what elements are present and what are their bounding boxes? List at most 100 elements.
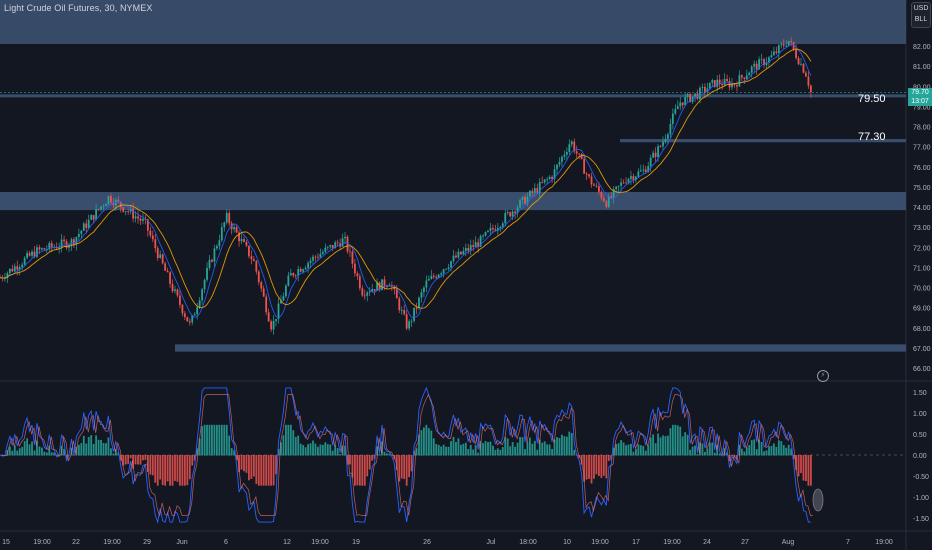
candle-body xyxy=(383,279,386,287)
candle-body xyxy=(142,218,144,221)
osc-bar xyxy=(634,448,637,456)
osc-highlight xyxy=(812,488,824,512)
osc-bar xyxy=(65,455,68,459)
osc-bar xyxy=(179,455,181,486)
candle-body xyxy=(649,157,652,167)
osc-bar xyxy=(787,444,790,456)
osc-bar xyxy=(250,455,253,479)
candle-body xyxy=(669,123,672,135)
candle-body xyxy=(284,285,287,297)
candle-body xyxy=(420,292,423,298)
candle-body xyxy=(462,251,465,255)
osc-bar xyxy=(307,444,309,456)
osc-bar xyxy=(171,455,174,486)
lightning-icon[interactable]: ⚡ xyxy=(817,370,829,382)
osc-bar xyxy=(482,443,484,456)
candle-body xyxy=(699,87,701,99)
candle-body xyxy=(164,263,167,271)
candle-body xyxy=(543,179,546,183)
osc-bar xyxy=(97,439,100,456)
candle-body xyxy=(393,286,396,290)
osc-bar xyxy=(344,445,346,456)
candle-body xyxy=(386,286,388,287)
osc-bar xyxy=(718,453,721,456)
osc-bar xyxy=(598,455,600,476)
candle-body xyxy=(280,300,282,304)
candle-body xyxy=(70,239,73,246)
osc-bar xyxy=(745,447,748,456)
candle-body xyxy=(400,310,403,311)
osc-bar xyxy=(427,428,430,456)
candle-body xyxy=(689,94,692,102)
candle-body xyxy=(235,227,238,233)
osc-bar xyxy=(149,455,152,475)
candle-body xyxy=(201,289,204,301)
osc-bar xyxy=(642,445,645,456)
candle-body xyxy=(154,239,157,249)
osc-bar xyxy=(117,452,120,456)
sr-zone-4 xyxy=(0,191,906,211)
candle-body xyxy=(442,269,445,274)
candle-body xyxy=(418,297,420,309)
candle-body xyxy=(97,209,100,210)
osc-bar xyxy=(731,455,733,457)
osc-bar xyxy=(797,455,800,477)
osc-tick-0: 1.50 xyxy=(913,390,927,397)
symbol-title[interactable]: Light Crude Oil Futures, 30, NYMEX xyxy=(4,3,153,13)
osc-bar xyxy=(662,435,664,456)
osc-bar xyxy=(326,444,329,456)
osc-bar xyxy=(206,424,208,456)
osc-bar xyxy=(711,442,714,456)
osc-bar xyxy=(570,433,573,456)
osc-bar xyxy=(262,455,265,486)
osc-bar xyxy=(533,440,536,456)
time-tick-14: 19:00 xyxy=(591,539,609,546)
osc-bar xyxy=(110,448,112,456)
osc-bar xyxy=(556,437,558,456)
candle-body xyxy=(509,212,512,217)
osc-bar xyxy=(223,424,226,456)
candle-body xyxy=(211,259,213,262)
candle-body xyxy=(390,285,393,287)
time-tick-21: 19:00 xyxy=(875,539,893,546)
candle-body xyxy=(100,206,102,210)
osc-bar xyxy=(211,424,213,456)
candle-body xyxy=(169,272,171,284)
osc-bar xyxy=(516,442,519,456)
candle-body xyxy=(610,196,613,198)
osc-bar xyxy=(356,455,359,486)
osc-bar xyxy=(174,455,176,481)
osc-bar xyxy=(21,446,24,456)
osc-bar xyxy=(188,455,191,480)
candle-body xyxy=(738,75,741,87)
osc-bar xyxy=(319,444,322,456)
candle-body xyxy=(511,211,514,217)
candle-body xyxy=(627,178,630,183)
candle-body xyxy=(289,273,292,276)
candle-body xyxy=(713,80,716,87)
candle-body xyxy=(321,252,324,254)
candle-body xyxy=(492,227,494,230)
osc-bar xyxy=(622,442,625,456)
candle-body xyxy=(469,245,472,251)
time-tick-10: 26 xyxy=(423,539,431,546)
osc-bar xyxy=(538,439,541,456)
osc-bar xyxy=(442,444,445,456)
osc-bar xyxy=(659,437,662,456)
candle-body xyxy=(43,248,46,250)
candle-body xyxy=(600,191,603,199)
osc-bar xyxy=(684,432,687,456)
osc-bar xyxy=(235,455,238,461)
osc-bar xyxy=(610,455,613,460)
candle-body xyxy=(514,211,517,214)
time-tick-0: 15 xyxy=(2,539,10,546)
osc-tick-6: -1.50 xyxy=(913,516,929,523)
currency-unit-badge[interactable]: USD BLL xyxy=(911,2,931,28)
currency-label: USD xyxy=(913,5,929,12)
osc-bar xyxy=(630,443,632,456)
candle-body xyxy=(546,178,549,180)
candle-body xyxy=(516,207,519,214)
osc-bar xyxy=(398,455,401,482)
